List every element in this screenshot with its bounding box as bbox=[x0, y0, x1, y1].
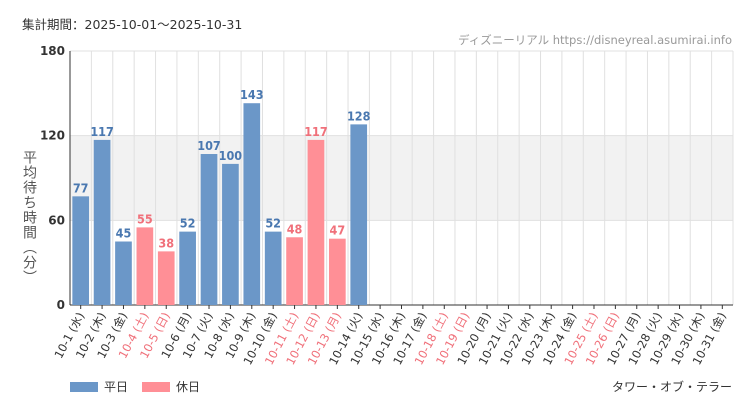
legend-weekday-swatch bbox=[70, 381, 98, 392]
period-label: 集計期間：2025-10-01〜2025-10-31 bbox=[22, 17, 243, 32]
bar-value-label: 45 bbox=[116, 226, 132, 241]
legend-weekday: 平日 bbox=[70, 378, 128, 395]
legend-holiday-swatch bbox=[142, 381, 171, 392]
bar-value-label: 107 bbox=[197, 138, 220, 153]
bar-value-label: 38 bbox=[158, 235, 174, 250]
bar bbox=[286, 237, 303, 305]
bar-value-label: 52 bbox=[265, 216, 281, 231]
bar-value-label: 47 bbox=[330, 223, 346, 238]
bar-value-label: 143 bbox=[240, 87, 263, 102]
bar-value-label: 55 bbox=[137, 211, 153, 226]
bar bbox=[136, 227, 154, 305]
legend-holiday: 休日 bbox=[142, 378, 200, 395]
bar-value-label: 52 bbox=[180, 216, 196, 231]
bar-value-label: 77 bbox=[73, 180, 89, 195]
bar bbox=[307, 139, 325, 305]
bar bbox=[328, 238, 346, 305]
attraction-name: タワー・オブ・テラー bbox=[611, 380, 732, 394]
bar bbox=[350, 124, 368, 305]
legend-weekday-label: 平日 bbox=[104, 380, 129, 394]
bar-value-label: 117 bbox=[304, 124, 327, 139]
y-tick-label: 180 bbox=[40, 44, 65, 58]
bar bbox=[93, 139, 111, 305]
bar-value-label: 48 bbox=[287, 221, 303, 236]
legend: 平日 休日 bbox=[70, 378, 200, 395]
bar bbox=[200, 154, 218, 305]
bar bbox=[222, 163, 239, 305]
bar bbox=[264, 231, 282, 305]
y-tick-label: 60 bbox=[48, 213, 65, 227]
bar-value-label: 100 bbox=[219, 148, 243, 163]
y-tick-label: 120 bbox=[40, 129, 65, 143]
source-label: ディズニーリアル https://disneyreal.asumirai.inf… bbox=[458, 33, 732, 47]
y-tick-label: 0 bbox=[57, 298, 65, 312]
y-axis-label: 平均待ち時間（分） bbox=[21, 150, 37, 285]
bar-value-label: 128 bbox=[347, 108, 371, 123]
bar-value-label: 117 bbox=[90, 124, 113, 139]
bar bbox=[179, 231, 196, 305]
bar bbox=[72, 196, 90, 305]
legend-holiday-label: 休日 bbox=[176, 380, 201, 394]
bar bbox=[115, 241, 132, 305]
shaded-band bbox=[70, 135, 733, 221]
bar bbox=[243, 103, 261, 305]
bar bbox=[157, 251, 175, 305]
